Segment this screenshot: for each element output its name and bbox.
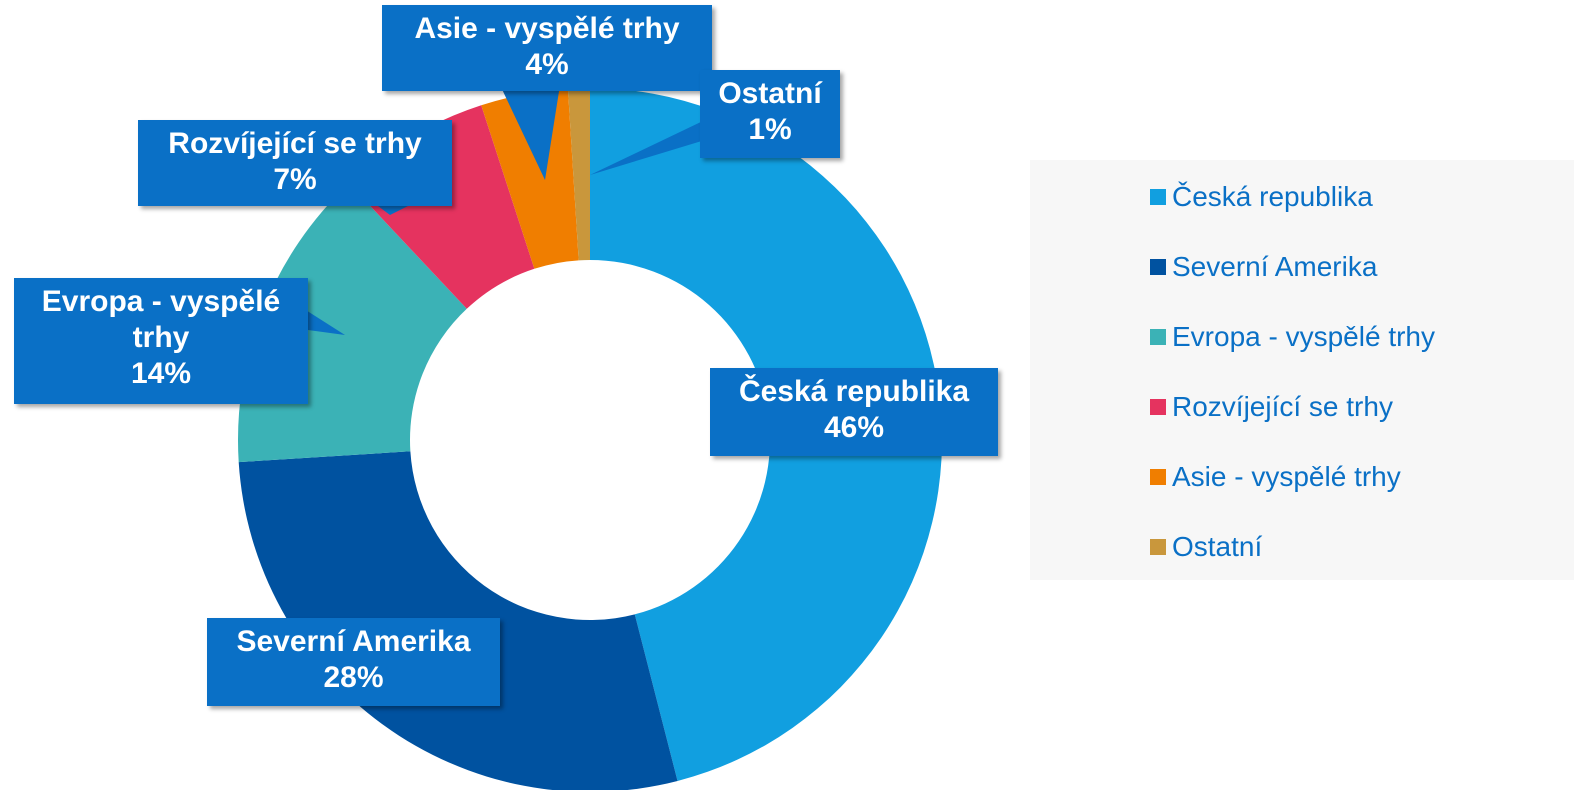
data-label-name: Severní Amerika bbox=[236, 625, 471, 658]
donut-slice bbox=[567, 88, 590, 261]
legend-label: Rozvíjející se trhy bbox=[1172, 391, 1393, 422]
data-label: Evropa - vyspělé trhy 14% bbox=[14, 278, 308, 404]
legend-label: Česká republika bbox=[1172, 181, 1373, 212]
legend: Česká republika Severní Amerika Evropa - v… bbox=[1030, 160, 1574, 580]
data-label-value: 28% bbox=[323, 661, 384, 694]
legend-swatch bbox=[1150, 329, 1166, 345]
data-label: Severní Amerika 28% bbox=[207, 618, 500, 706]
data-label-value: 46% bbox=[823, 411, 885, 444]
legend-swatch bbox=[1150, 259, 1166, 275]
data-label: Česká republika 46% bbox=[710, 368, 998, 456]
legend-entry: Evropa - vyspělé trhy bbox=[1150, 320, 1435, 354]
legend-entry: Ostatní bbox=[1150, 530, 1262, 564]
data-label-value: 7% bbox=[273, 163, 317, 196]
callout-pointer bbox=[500, 85, 560, 180]
legend-swatch bbox=[1150, 189, 1166, 205]
data-label: Asie - vyspělé trhy 4% bbox=[382, 5, 712, 91]
legend-swatch bbox=[1150, 469, 1166, 485]
data-label-name: Česká republika bbox=[738, 375, 970, 408]
data-label: Rozvíjející se trhy 7% bbox=[138, 120, 452, 206]
legend-swatch bbox=[1150, 539, 1166, 555]
donut-slice bbox=[590, 87, 943, 781]
legend-label: Ostatní bbox=[1172, 531, 1263, 562]
callout-pointer bbox=[590, 120, 705, 175]
legend-label: Evropa - vyspělé trhy bbox=[1172, 321, 1435, 352]
data-label-name: Rozvíjející se trhy bbox=[168, 127, 422, 160]
data-label: Ostatní 1% bbox=[700, 70, 840, 158]
data-label-value: 4% bbox=[525, 48, 569, 81]
legend-swatch bbox=[1150, 399, 1166, 415]
legend-label: Asie - vyspělé trhy bbox=[1172, 461, 1401, 492]
data-label-name: Ostatní bbox=[718, 77, 822, 110]
legend-label: Severní Amerika bbox=[1172, 251, 1378, 282]
data-label-name: Evropa - vyspělé trhy bbox=[41, 285, 281, 354]
legend-entry: Česká republika bbox=[1150, 180, 1373, 214]
legend-entry: Asie - vyspělé trhy bbox=[1150, 460, 1401, 494]
data-label-value: 1% bbox=[748, 113, 792, 146]
legend-entry: Rozvíjející se trhy bbox=[1150, 390, 1393, 424]
legend-entry: Severní Amerika bbox=[1150, 250, 1377, 284]
data-label-value: 14% bbox=[130, 357, 192, 390]
donut-slice bbox=[481, 88, 579, 269]
data-label-name: Asie - vyspělé trhy bbox=[414, 12, 680, 45]
